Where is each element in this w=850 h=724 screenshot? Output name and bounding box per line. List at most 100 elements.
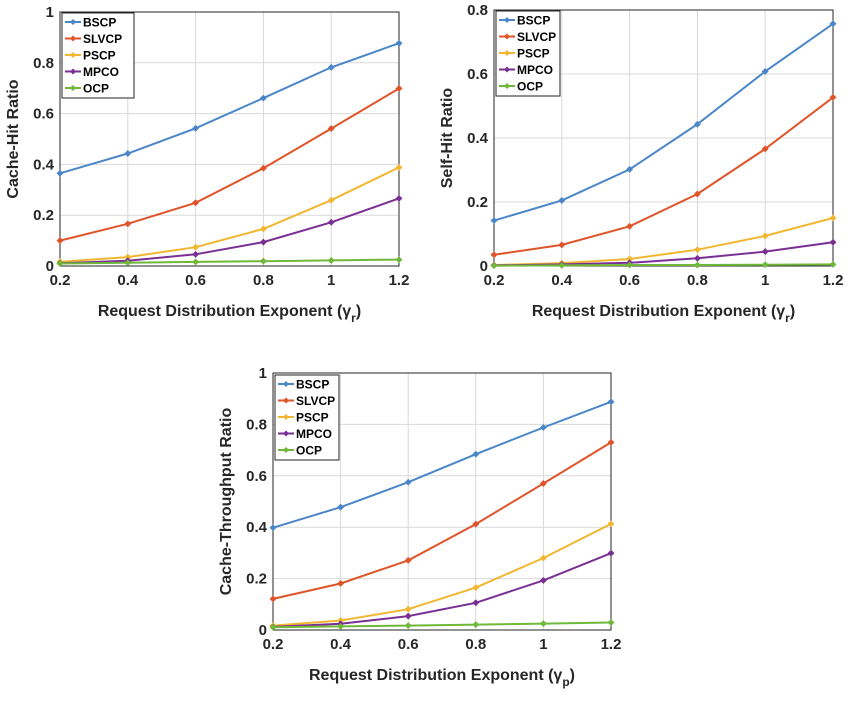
- data-point-ocp: [259, 257, 267, 265]
- data-point-slvcp: [192, 199, 200, 207]
- data-point-pscp: [693, 246, 701, 254]
- data-point-bscp: [693, 120, 701, 128]
- data-point-slvcp: [539, 479, 547, 488]
- data-point-ocp: [337, 622, 345, 630]
- data-point-pscp: [829, 214, 837, 222]
- data-point-ocp: [192, 258, 200, 266]
- x-tick-label: 1.2: [389, 272, 410, 289]
- data-point-mpco: [327, 218, 335, 226]
- data-point-ocp: [395, 256, 403, 264]
- data-point-ocp: [558, 261, 566, 269]
- data-point-bscp: [259, 94, 267, 102]
- axes-box: [59, 11, 400, 267]
- legend-marker-pscp: [70, 52, 76, 58]
- data-point-ocp: [124, 259, 132, 267]
- data-point-bscp: [56, 169, 64, 177]
- data-point-bscp: [395, 39, 403, 47]
- y-tick-label: 0.8: [467, 2, 488, 19]
- legend-label-slvcp: SLVCP: [517, 30, 556, 44]
- y-tick-label: 0.6: [246, 468, 267, 485]
- legend-label-pscp: PSCP: [296, 411, 329, 425]
- axes-box: [272, 372, 612, 631]
- data-point-bscp: [404, 478, 412, 486]
- data-point-pscp: [259, 225, 267, 233]
- legend-label-mpco: MPCO: [517, 63, 553, 77]
- series-line-bscp: [493, 22, 834, 222]
- legend-marker-slvcp: [283, 397, 289, 404]
- y-tick-label: 0.8: [246, 416, 267, 433]
- data-point-ocp: [327, 256, 335, 264]
- data-point-slvcp: [269, 595, 277, 603]
- series-line-pscp: [272, 523, 612, 627]
- legend-marker-ocp: [504, 83, 510, 89]
- data-point-pscp: [404, 605, 412, 613]
- x-tick-label: 0.2: [484, 272, 505, 289]
- data-point-slvcp: [259, 164, 267, 172]
- series-line-ocp: [493, 263, 834, 267]
- data-point-slvcp: [558, 241, 566, 249]
- series-line-pscp: [493, 217, 834, 266]
- legend-marker-bscp: [70, 19, 76, 25]
- data-point-pscp: [395, 163, 403, 172]
- data-point-pscp: [607, 520, 615, 528]
- data-point-pscp: [192, 243, 200, 251]
- series-line-bscp: [59, 42, 400, 175]
- data-point-bscp: [337, 503, 345, 511]
- legend-marker-ocp: [283, 447, 289, 453]
- legend-label-ocp: OCP: [83, 82, 109, 96]
- y-tick-label: 0: [259, 622, 267, 639]
- data-point-slvcp: [761, 145, 769, 153]
- series-line-pscp: [59, 166, 400, 263]
- y-axis-label: Cache-Throughput Ratio: [218, 408, 235, 596]
- x-axis-label: Request Distribution Exponent (γr): [98, 303, 361, 325]
- x-tick-label: 0.8: [253, 272, 274, 289]
- x-tick-label: 0.2: [263, 636, 284, 653]
- legend-label-bscp: BSCP: [296, 378, 329, 392]
- data-point-ocp: [56, 259, 64, 268]
- legend-marker-slvcp: [70, 35, 76, 42]
- data-point-ocp: [829, 260, 837, 268]
- y-tick-label: 1: [46, 4, 54, 21]
- data-point-slvcp: [829, 93, 837, 101]
- data-point-mpco: [472, 599, 480, 607]
- x-tick-label: 1: [539, 636, 547, 653]
- series-line-mpco: [272, 552, 612, 628]
- axes-box: [493, 9, 834, 267]
- y-tick-label: 0.4: [246, 519, 268, 536]
- legend-label-ocp: OCP: [296, 444, 322, 458]
- legend: BSCP SLVCP PSCP MPCO OCP: [274, 374, 340, 461]
- legend: BSCP SLVCP PSCP MPCO OCP: [495, 10, 561, 97]
- x-axis-label: Request Distribution Exponent (γp): [309, 667, 575, 689]
- x-tick-label: 0.6: [619, 272, 640, 289]
- legend-marker-mpco: [70, 68, 76, 75]
- y-tick-label: 0.8: [33, 55, 54, 72]
- x-tick-label: 0.2: [50, 272, 71, 289]
- x-tick-label: 1: [327, 272, 335, 289]
- legend-label-slvcp: SLVCP: [296, 394, 335, 408]
- data-point-ocp: [693, 261, 701, 269]
- data-point-bscp: [539, 423, 547, 432]
- y-tick-label: 0.4: [467, 130, 489, 147]
- data-point-ocp: [626, 261, 634, 269]
- legend-label-pscp: PSCP: [83, 49, 116, 63]
- legend-label-pscp: PSCP: [517, 47, 550, 61]
- data-point-slvcp: [56, 237, 64, 245]
- data-point-slvcp: [626, 222, 634, 230]
- data-point-mpco: [192, 250, 200, 258]
- data-point-slvcp: [693, 190, 701, 198]
- x-tick-label: 0.4: [330, 636, 352, 653]
- y-tick-label: 0.2: [467, 194, 488, 211]
- data-point-slvcp: [490, 251, 498, 259]
- data-point-bscp: [607, 398, 615, 406]
- data-point-bscp: [490, 217, 498, 225]
- data-point-ocp: [490, 262, 498, 270]
- data-point-bscp: [124, 149, 132, 158]
- data-point-bscp: [192, 124, 200, 132]
- x-tick-label: 0.6: [185, 272, 206, 289]
- y-tick-label: 0: [46, 258, 54, 275]
- data-point-bscp: [626, 165, 634, 173]
- data-point-slvcp: [395, 84, 403, 93]
- x-tick-label: 1.2: [601, 636, 622, 653]
